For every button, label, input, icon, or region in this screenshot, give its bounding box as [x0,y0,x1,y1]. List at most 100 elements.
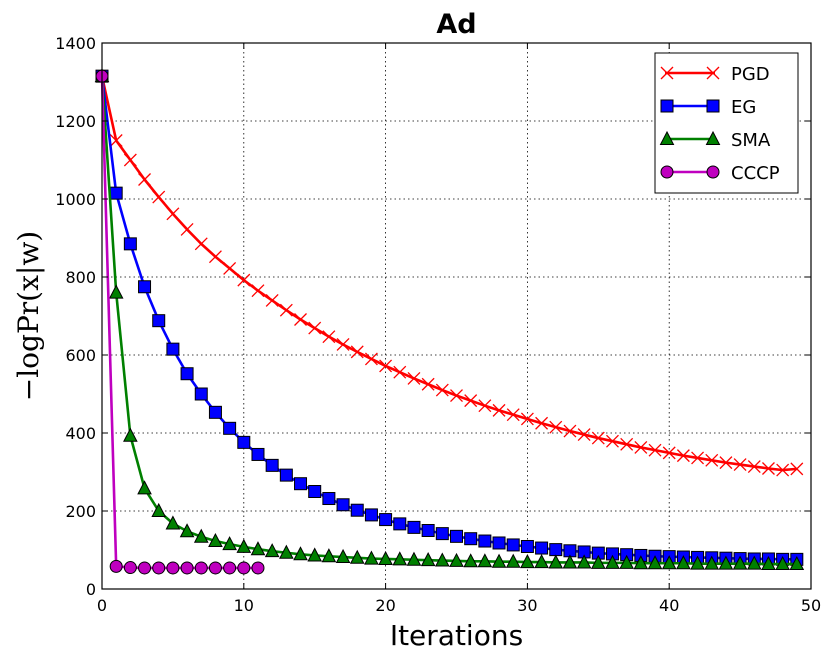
data-point-pgd [279,303,293,317]
x-tick-label: 10 [234,596,254,615]
y-tick-label: 1400 [55,34,96,53]
data-point-cccp [152,561,166,575]
data-point-sma [250,541,266,556]
data-point-pgd [478,399,492,413]
data-point-sma [179,523,195,538]
data-point-sma [293,546,308,561]
data-point-pgd [152,190,166,204]
data-point-cccp [208,561,222,575]
x-axis-label: Iterations [390,619,523,652]
data-point-sma [534,554,549,569]
data-point-pgd [676,449,690,463]
data-point-pgd [364,352,378,366]
data-point-sma [761,555,776,571]
data-point-pgd [166,207,180,221]
series-sma [94,68,805,571]
data-point-eg [208,405,222,419]
data-point-sma [307,547,323,562]
legend-label-eg: EG [731,97,756,118]
data-point-sma [264,543,280,558]
data-point-eg [520,539,534,553]
data-point-sma [378,550,393,565]
x-tick-label: 20 [375,596,395,615]
data-point-sma [605,554,620,569]
data-point-sma [108,284,124,299]
y-tick-label: 1000 [55,190,96,209]
data-point-eg [265,458,279,472]
data-point-eg [152,314,166,328]
data-point-eg [294,477,308,491]
legend-item-eg: EG [660,97,756,118]
data-point-eg [180,367,194,381]
data-point-sma [647,555,663,570]
data-point-pgd [790,462,804,476]
axes: 0 10 20 30 40 50 0 200 400 600 800 1000 1200 1400 [55,34,821,615]
data-point-pgd [762,462,775,475]
data-point-pgd [180,222,194,236]
data-point-sma [137,480,152,495]
x-tick-label: 40 [659,596,679,615]
data-point-pgd [719,456,733,470]
data-point-sma [590,554,606,569]
data-point-sma [789,555,805,571]
data-point-eg [322,492,336,506]
y-tick-label: 600 [65,346,96,365]
data-point-sma [420,552,436,567]
data-point-eg [123,237,137,251]
series-pgd [95,69,804,477]
data-point-pgd [549,420,563,434]
data-point-pgd [393,365,407,379]
data-point-pgd [662,446,676,460]
data-point-eg [535,541,549,555]
data-point-eg [506,538,520,552]
data-point-sma [477,553,493,568]
data-point-sma [193,528,209,543]
data-point-eg [435,527,449,541]
data-point-cccp [194,561,208,575]
data-point-sma [491,553,507,568]
data-point-pgd [606,434,619,448]
data-point-pgd [308,321,322,335]
data-point-pgd [705,453,719,467]
data-point-pgd [265,293,279,307]
data-point-pgd [223,261,237,275]
data-point-sma [562,554,578,569]
series-layer [94,68,805,575]
data-point-sma [321,548,337,563]
data-point-sma [548,554,564,569]
y-axis-label: −logPr(x|w) [12,231,45,401]
data-point-sma [718,555,734,570]
data-point-sma [434,552,450,567]
data-point-cccp [138,561,152,575]
data-point-pgd [577,428,591,442]
data-point-pgd [620,437,634,451]
data-point-pgd [138,173,151,186]
data-point-cccp [109,559,123,573]
data-point-pgd [237,273,251,287]
legend-marker-pgd [660,66,674,80]
data-point-cccp [237,561,251,575]
data-point-pgd [294,313,307,326]
y-tick-label: 0 [86,580,96,599]
data-point-eg [407,520,421,534]
data-point-sma [349,549,365,564]
data-point-sma [661,555,677,570]
data-point-pgd [109,134,123,147]
data-point-pgd [194,237,208,251]
data-point-cccp [251,561,265,575]
data-point-sma [151,502,167,517]
data-point-pgd [421,377,435,391]
data-point-sma [123,427,138,442]
data-point-eg [237,435,251,449]
data-point-sma [775,555,790,571]
data-point-pgd [407,371,421,385]
data-point-sma [520,554,535,569]
data-point-eg [251,447,265,461]
data-point-cccp [123,561,137,575]
plot-frame [101,42,812,590]
data-point-sma [690,555,705,570]
data-point-eg [478,534,492,548]
data-point-pgd [520,412,534,426]
data-point-eg [194,387,208,401]
data-point-eg [364,508,378,522]
